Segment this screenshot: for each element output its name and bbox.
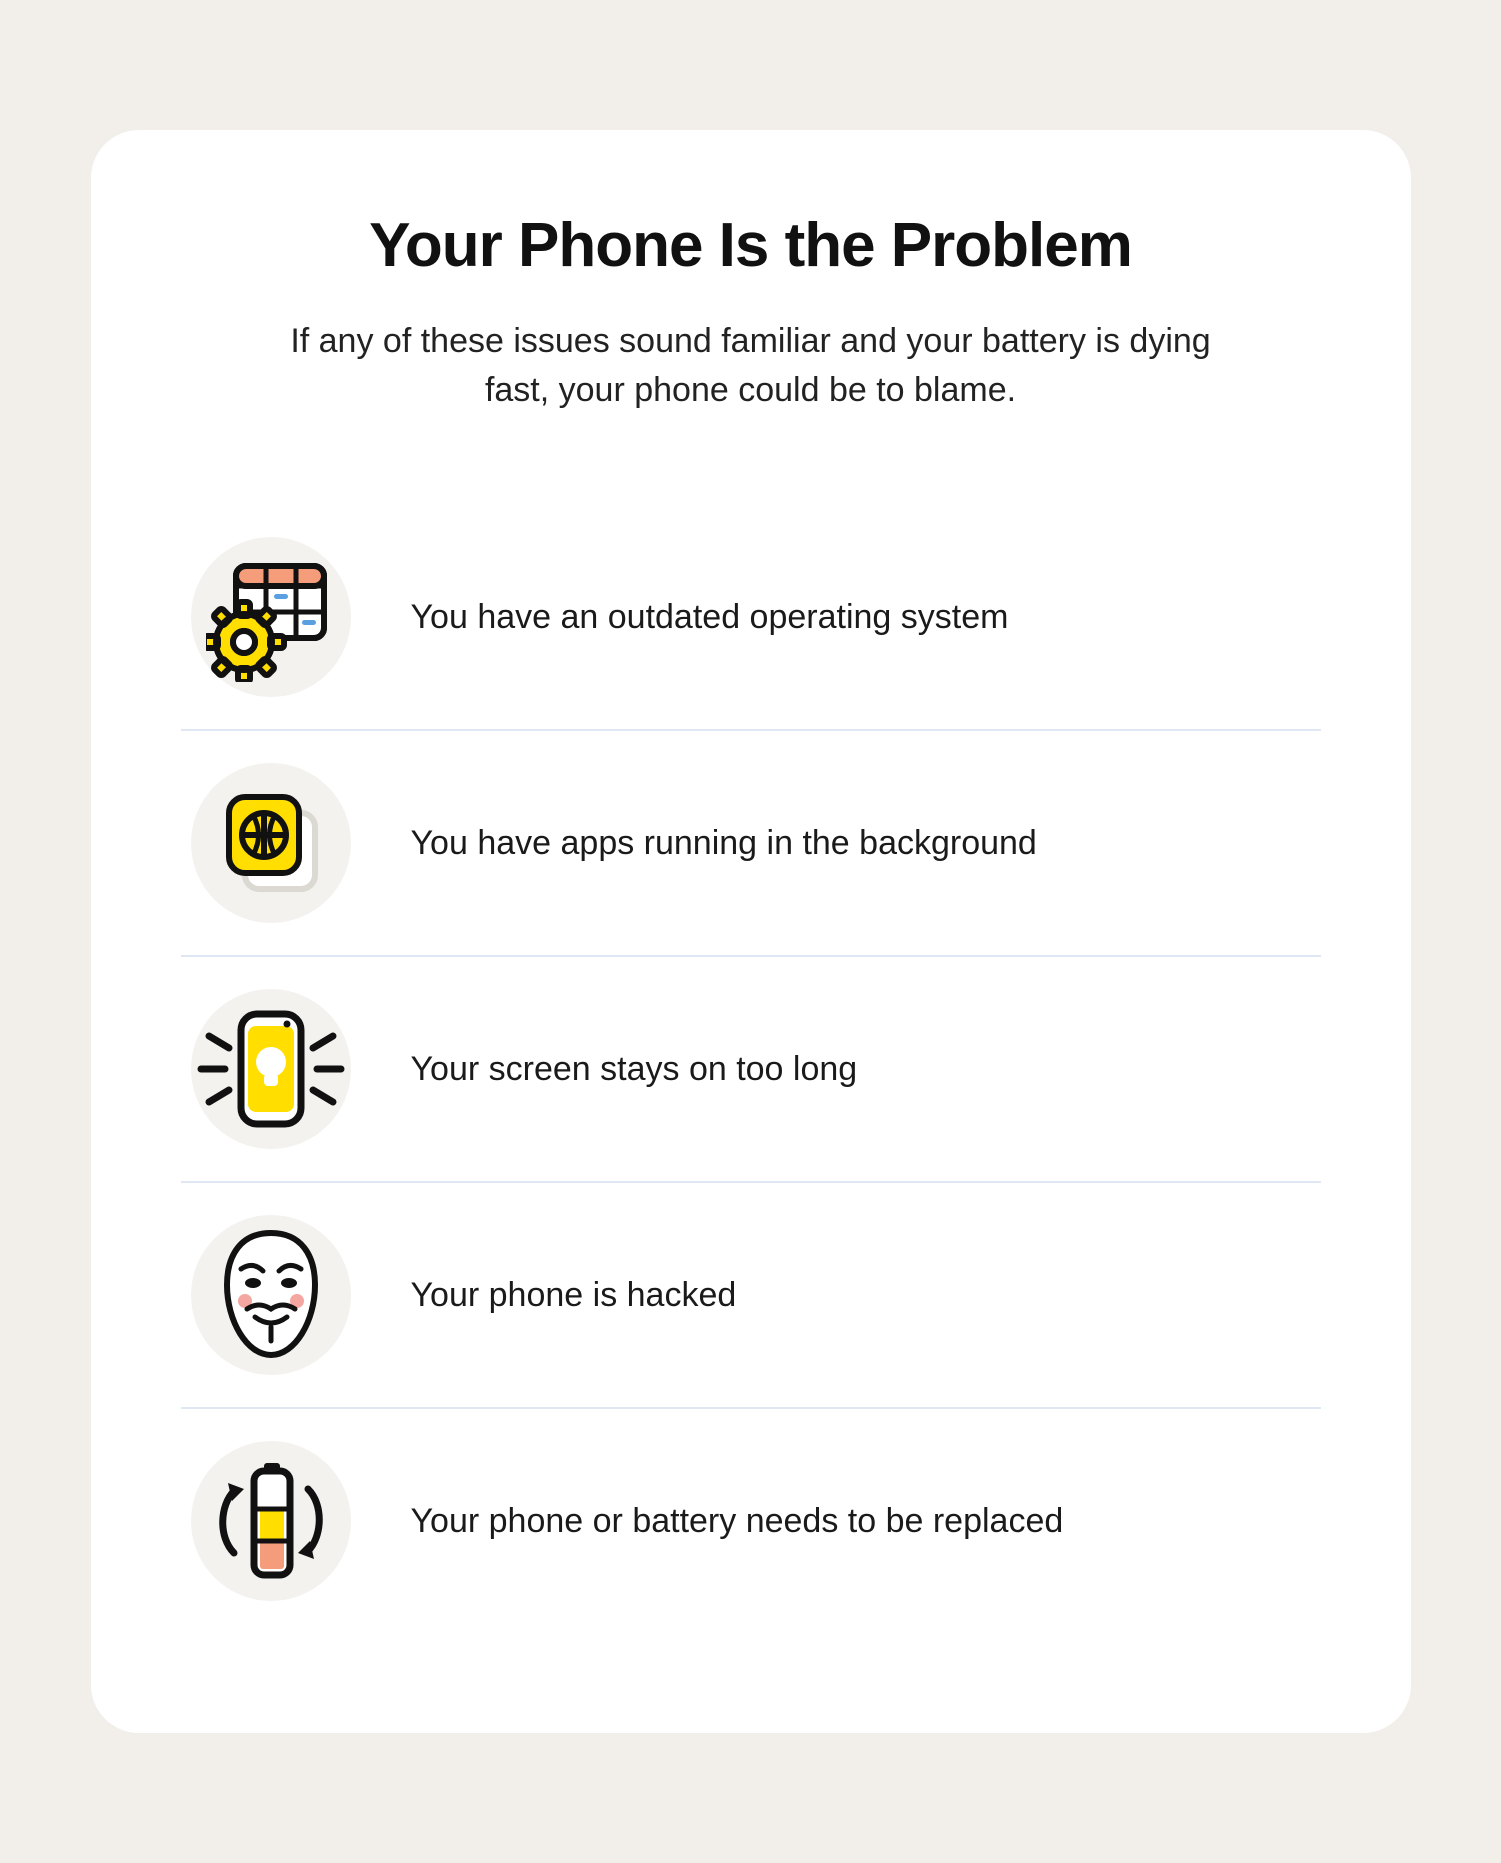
issues-list: You have an outdated operating system Yo… bbox=[181, 505, 1321, 1633]
hacker-mask-icon bbox=[191, 1215, 351, 1375]
screen-on-icon bbox=[191, 989, 351, 1149]
list-item-label: Your screen stays on too long bbox=[411, 1050, 858, 1089]
list-item: Your screen stays on too long bbox=[181, 955, 1321, 1181]
settings-grid-icon bbox=[191, 537, 351, 697]
card-title: Your Phone Is the Problem bbox=[181, 210, 1321, 281]
list-item: Your phone or battery needs to be replac… bbox=[181, 1407, 1321, 1633]
background-apps-icon bbox=[191, 763, 351, 923]
list-item-label: You have apps running in the background bbox=[411, 824, 1037, 863]
battery-replace-icon bbox=[191, 1441, 351, 1601]
list-item-label: You have an outdated operating system bbox=[411, 598, 1009, 637]
list-item-label: Your phone is hacked bbox=[411, 1276, 737, 1315]
list-item: You have an outdated operating system bbox=[181, 505, 1321, 729]
list-item: You have apps running in the background bbox=[181, 729, 1321, 955]
list-item: Your phone is hacked bbox=[181, 1181, 1321, 1407]
list-item-label: Your phone or battery needs to be replac… bbox=[411, 1502, 1064, 1541]
info-card: Your Phone Is the Problem If any of thes… bbox=[91, 130, 1411, 1734]
card-subtitle: If any of these issues sound familiar an… bbox=[261, 317, 1241, 416]
